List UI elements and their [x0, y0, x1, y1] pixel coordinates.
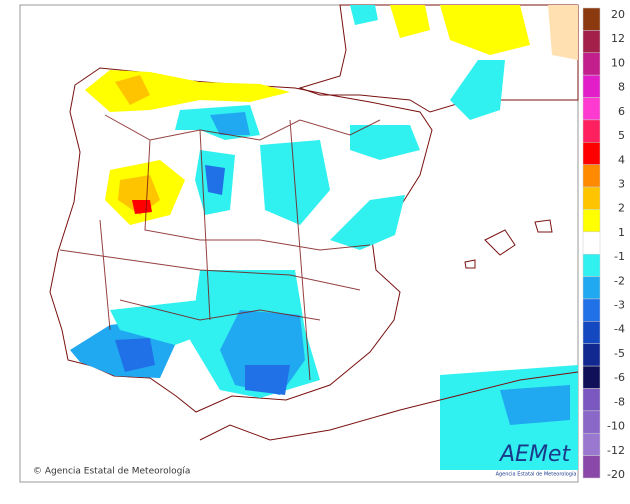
legend-label: 8 — [618, 81, 625, 94]
legend-swatch — [582, 30, 601, 54]
logo-subtitle: Agencia Estatal de Meteorología — [496, 471, 577, 478]
legend-swatch — [582, 142, 601, 165]
map — [49, 4, 579, 470]
legend-swatch — [582, 276, 601, 300]
legend-swatch — [582, 321, 601, 344]
legend-swatch — [582, 455, 601, 479]
legend-label: -2 — [614, 274, 625, 287]
legend-swatch — [582, 432, 601, 456]
legend-swatch — [582, 74, 601, 98]
legend-swatch — [582, 253, 601, 277]
legend-swatch — [582, 186, 601, 210]
legend-swatch — [582, 164, 601, 188]
legend-swatch — [582, 231, 601, 255]
legend-label: 5 — [618, 129, 625, 142]
balearic-islands — [464, 219, 553, 269]
legend-label: 6 — [618, 105, 625, 118]
legend-swatch — [582, 410, 601, 434]
anomaly-patches — [70, 5, 578, 470]
legend-swatch — [582, 97, 601, 121]
credit: © Agencia Estatal de Meteorología — [33, 467, 190, 477]
legend-label: 2 — [618, 202, 625, 215]
legend-label: 20 — [611, 8, 625, 21]
legend-swatch — [582, 209, 601, 233]
legend-label: -20 — [607, 468, 625, 481]
region-borders — [59, 114, 381, 381]
legend-label: -12 — [607, 444, 625, 457]
legend-swatch — [582, 388, 601, 412]
france — [298, 4, 579, 113]
iberia — [49, 67, 433, 413]
legend-label: -5 — [614, 347, 625, 360]
legend-swatch — [582, 343, 601, 367]
legend-swatch — [582, 365, 601, 389]
legend-label: -4 — [614, 323, 625, 336]
legend-label: 4 — [618, 153, 625, 166]
africa-coast — [199, 371, 579, 441]
legend-label: 12 — [611, 32, 625, 45]
legend-label: 1 — [618, 226, 625, 239]
legend-swatch — [582, 298, 601, 322]
legend-swatch — [582, 52, 601, 76]
legend-swatch — [582, 119, 601, 143]
legend-swatch — [582, 7, 601, 31]
legend-label: -8 — [614, 395, 625, 408]
legend-label: -3 — [614, 299, 625, 312]
legend-label: 10 — [611, 56, 625, 69]
legend: 20 12 10 8 6 5 4 3 2 1 -1 -2 -3 -4 -5 -6 -8 -10 -12 -20 — [582, 7, 625, 481]
legend-label: -6 — [614, 371, 625, 384]
legend-label: -1 — [614, 250, 625, 263]
logo-name: AEMet — [498, 442, 571, 467]
legend-label: -10 — [607, 420, 625, 433]
legend-label: 3 — [618, 177, 625, 190]
